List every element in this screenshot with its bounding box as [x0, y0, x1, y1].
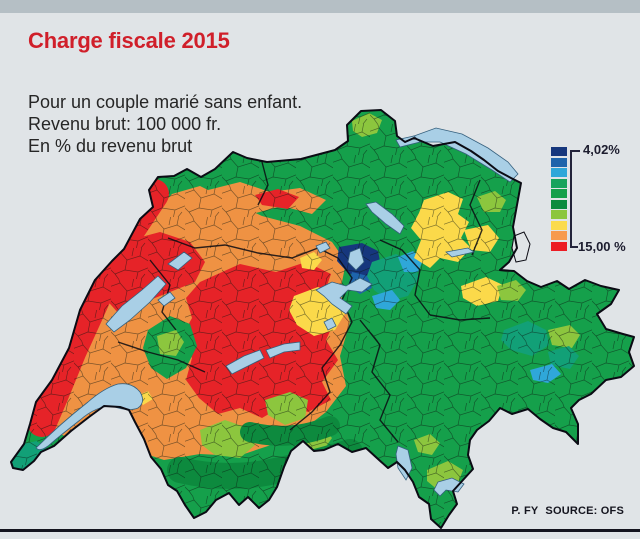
- lake-maggiore: [395, 445, 413, 481]
- legend-max-label: 4,02%: [583, 142, 620, 157]
- canton-border-5: [117, 341, 206, 373]
- lake-geneva: [35, 383, 143, 450]
- canton-border-7: [429, 314, 491, 321]
- canton-border-10: [469, 179, 483, 256]
- lake-constance: [413, 127, 519, 183]
- lake-brienz: [265, 341, 301, 359]
- lake-thun: [225, 349, 265, 375]
- legend-min-label: 15,00 %: [578, 239, 626, 254]
- legend-swatch: [551, 231, 567, 240]
- legend-tick-bottom: [570, 246, 578, 248]
- lake-biel: [167, 251, 193, 271]
- canton-border-6: [379, 239, 431, 316]
- lake-neuchatel: [105, 275, 167, 333]
- legend-swatch: [551, 168, 567, 177]
- liechtenstein-gap: [511, 231, 531, 263]
- legend-swatch: [551, 199, 567, 209]
- lake-zug: [347, 247, 365, 271]
- legend-swatch: [551, 220, 567, 230]
- source-label: SOURCE: OFS: [545, 505, 624, 517]
- lake-zurich: [365, 201, 405, 235]
- top-strip: [0, 0, 640, 13]
- legend-swatch: [551, 210, 567, 219]
- subtitle-line-2: Revenu brut: 100 000 fr.: [28, 114, 222, 134]
- canton-border-3: [289, 344, 341, 431]
- legend-bracket-line: [570, 150, 572, 247]
- legend-tick-top: [570, 150, 580, 152]
- source-line: P. FY SOURCE: OFS: [511, 505, 624, 517]
- legend-swatches: [551, 147, 567, 252]
- legend-swatch: [551, 178, 567, 188]
- legend-swatch: [551, 157, 567, 167]
- legend-swatch: [551, 147, 567, 156]
- country-outline: [10, 109, 635, 529]
- subtitle-line-3: En % du revenu brut: [28, 136, 193, 156]
- lake-sempach: [315, 241, 331, 254]
- lake-murten: [157, 291, 176, 307]
- author-credit: P. FY: [511, 505, 539, 517]
- page-title: Charge fiscale 2015: [28, 28, 230, 53]
- lake-lucerne: [315, 277, 373, 315]
- canton-border-9: [257, 161, 269, 206]
- bottom-rule: [0, 529, 640, 532]
- canton-border-8: [359, 319, 399, 443]
- lake-sarnen: [323, 317, 337, 331]
- legend-swatch: [551, 189, 567, 198]
- subtitle-line-1: Pour un couple marié sans enfant.: [28, 92, 303, 112]
- legend-swatch: [551, 241, 567, 251]
- map-subtitle: Pour un couple marié sans enfant. Revenu…: [28, 91, 302, 157]
- lake-walensee: [445, 247, 475, 258]
